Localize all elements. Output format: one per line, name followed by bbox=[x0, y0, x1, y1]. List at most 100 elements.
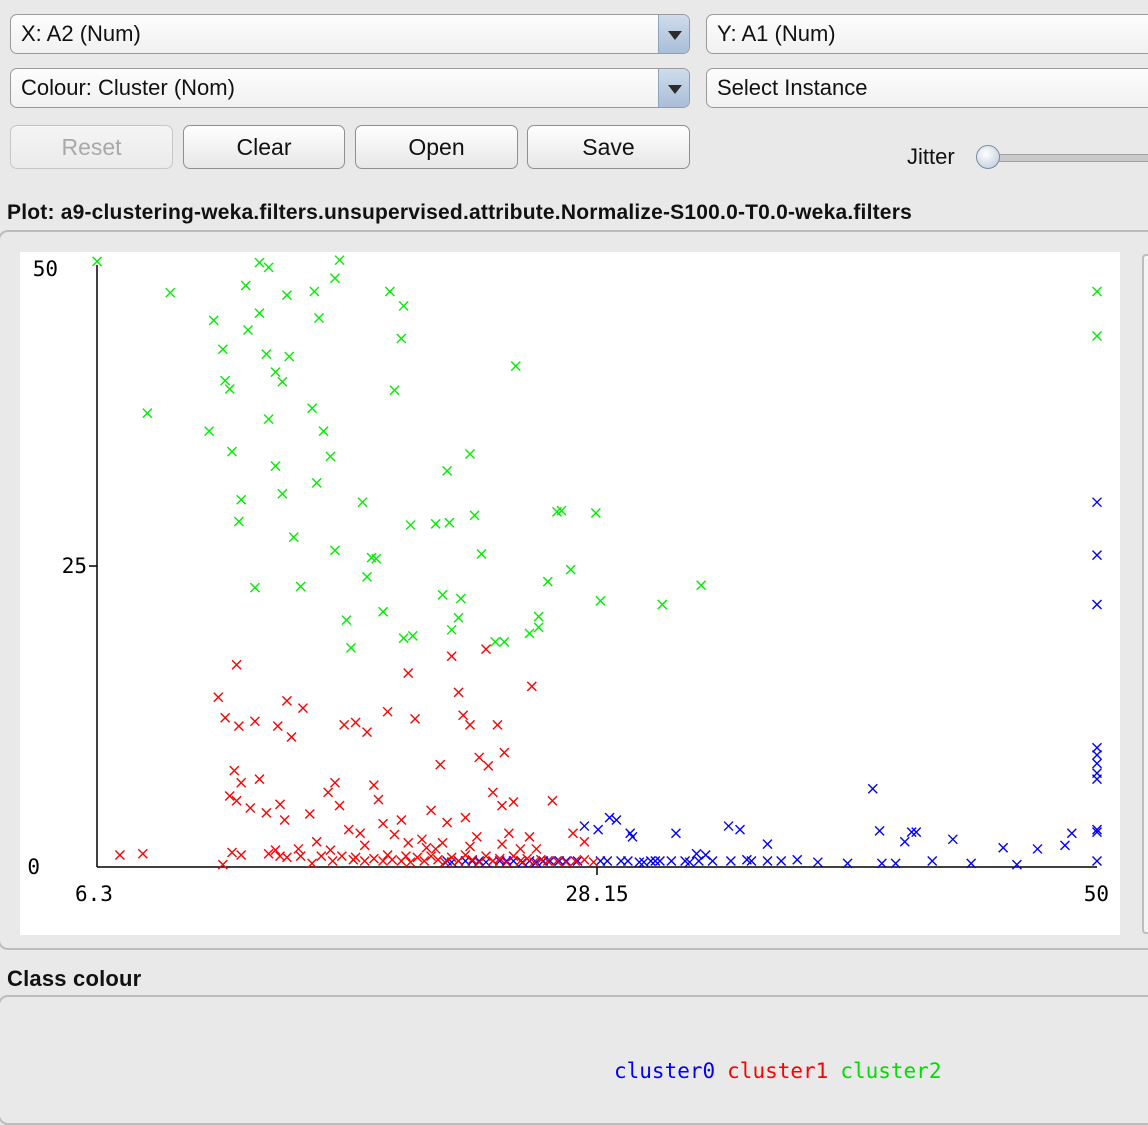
data-point-cluster2[interactable] bbox=[254, 257, 265, 268]
data-point-cluster1[interactable] bbox=[387, 854, 398, 865]
data-point-cluster1[interactable] bbox=[224, 790, 235, 801]
jitter-slider-track[interactable] bbox=[990, 154, 1148, 162]
data-point-cluster2[interactable] bbox=[476, 548, 487, 559]
data-point-cluster1[interactable] bbox=[524, 831, 535, 842]
data-point-cluster1[interactable] bbox=[378, 818, 389, 829]
data-point-cluster0[interactable] bbox=[792, 854, 803, 865]
data-point-cluster0[interactable] bbox=[1059, 840, 1070, 851]
jitter-slider-knob[interactable] bbox=[976, 145, 1000, 169]
data-point-cluster0[interactable] bbox=[666, 855, 677, 866]
data-point-cluster2[interactable] bbox=[208, 315, 219, 326]
data-point-cluster0[interactable] bbox=[762, 855, 773, 866]
data-point-cluster2[interactable] bbox=[533, 622, 544, 633]
data-point-cluster1[interactable] bbox=[311, 836, 322, 847]
data-point-cluster1[interactable] bbox=[297, 703, 308, 714]
data-point-cluster0[interactable] bbox=[604, 812, 615, 823]
data-point-cluster1[interactable] bbox=[416, 834, 427, 845]
data-point-cluster1[interactable] bbox=[551, 855, 562, 866]
data-point-cluster0[interactable] bbox=[616, 855, 627, 866]
data-point-cluster2[interactable] bbox=[254, 308, 265, 319]
data-point-cluster1[interactable] bbox=[435, 759, 446, 770]
data-point-cluster1[interactable] bbox=[368, 780, 379, 791]
data-point-cluster0[interactable] bbox=[650, 855, 661, 866]
data-point-cluster0[interactable] bbox=[680, 855, 691, 866]
data-point-cluster0[interactable] bbox=[723, 821, 734, 832]
data-point-cluster2[interactable] bbox=[490, 636, 501, 647]
data-point-cluster1[interactable] bbox=[220, 712, 231, 723]
data-point-cluster2[interactable] bbox=[220, 375, 231, 386]
data-point-cluster2[interactable] bbox=[240, 280, 251, 291]
data-point-cluster2[interactable] bbox=[270, 461, 281, 472]
data-point-cluster1[interactable] bbox=[531, 843, 542, 854]
data-point-cluster1[interactable] bbox=[446, 852, 457, 863]
data-point-cluster1[interactable] bbox=[442, 817, 453, 828]
data-point-cluster2[interactable] bbox=[444, 517, 455, 528]
data-point-cluster0[interactable] bbox=[741, 854, 752, 865]
data-point-cluster2[interactable] bbox=[696, 580, 707, 591]
data-point-cluster2[interactable] bbox=[249, 582, 260, 593]
data-point-cluster2[interactable] bbox=[236, 494, 247, 505]
data-point-cluster2[interactable] bbox=[446, 624, 457, 635]
y-axis-combobox[interactable]: Y: A1 (Num) bbox=[706, 14, 1148, 54]
data-point-cluster1[interactable] bbox=[373, 794, 384, 805]
data-point-cluster0[interactable] bbox=[1092, 758, 1102, 769]
data-point-cluster0[interactable] bbox=[654, 855, 665, 866]
data-point-cluster0[interactable] bbox=[634, 857, 645, 868]
data-point-cluster1[interactable] bbox=[382, 706, 393, 717]
data-point-cluster1[interactable] bbox=[368, 853, 379, 864]
data-point-cluster1[interactable] bbox=[281, 852, 292, 863]
data-point-cluster2[interactable] bbox=[309, 286, 320, 297]
data-point-cluster1[interactable] bbox=[487, 787, 498, 798]
data-point-cluster2[interactable] bbox=[142, 408, 153, 419]
data-point-cluster1[interactable] bbox=[499, 747, 510, 758]
data-point-cluster1[interactable] bbox=[579, 836, 590, 847]
data-point-cluster2[interactable] bbox=[389, 385, 400, 396]
data-point-cluster0[interactable] bbox=[911, 827, 922, 838]
data-point-cluster0[interactable] bbox=[1092, 497, 1102, 508]
data-point-cluster2[interactable] bbox=[590, 508, 601, 519]
data-point-cluster0[interactable] bbox=[638, 857, 649, 868]
data-point-cluster2[interactable] bbox=[499, 636, 510, 647]
data-point-cluster1[interactable] bbox=[334, 800, 345, 811]
chevron-down-icon[interactable] bbox=[658, 15, 689, 53]
data-point-cluster2[interactable] bbox=[277, 488, 288, 499]
x-axis-combobox[interactable]: X: A2 (Num) bbox=[10, 14, 690, 54]
data-point-cluster1[interactable] bbox=[570, 855, 581, 866]
data-point-cluster1[interactable] bbox=[412, 852, 423, 863]
data-point-cluster0[interactable] bbox=[579, 821, 590, 832]
data-point-cluster1[interactable] bbox=[515, 855, 526, 866]
data-point-cluster2[interactable] bbox=[217, 344, 228, 355]
data-point-cluster1[interactable] bbox=[508, 796, 519, 807]
data-point-cluster2[interactable] bbox=[313, 312, 324, 323]
data-point-cluster1[interactable] bbox=[526, 681, 537, 692]
open-button[interactable]: Open bbox=[355, 125, 518, 169]
data-point-cluster2[interactable] bbox=[657, 599, 668, 610]
data-point-cluster1[interactable] bbox=[236, 849, 247, 860]
data-point-cluster1[interactable] bbox=[497, 839, 508, 850]
data-point-cluster2[interactable] bbox=[325, 451, 336, 462]
data-point-cluster2[interactable] bbox=[510, 361, 521, 372]
data-point-cluster0[interactable] bbox=[1092, 855, 1102, 866]
data-point-cluster1[interactable] bbox=[481, 851, 492, 862]
data-point-cluster1[interactable] bbox=[270, 845, 281, 856]
data-point-cluster0[interactable] bbox=[693, 855, 704, 866]
data-point-cluster2[interactable] bbox=[1092, 331, 1102, 342]
attribute-bars-panel[interactable] bbox=[1142, 254, 1148, 934]
data-point-cluster1[interactable] bbox=[483, 760, 494, 771]
data-point-cluster1[interactable] bbox=[272, 721, 283, 732]
data-point-cluster0[interactable] bbox=[867, 783, 878, 794]
data-point-cluster2[interactable] bbox=[233, 516, 244, 527]
data-point-cluster0[interactable] bbox=[691, 848, 702, 859]
data-point-cluster0[interactable] bbox=[812, 857, 823, 868]
data-point-cluster2[interactable] bbox=[398, 633, 409, 644]
legend-cluster1[interactable]: cluster1 bbox=[727, 1059, 829, 1083]
data-point-cluster1[interactable] bbox=[522, 853, 533, 864]
data-point-cluster1[interactable] bbox=[249, 716, 260, 727]
data-point-cluster2[interactable] bbox=[524, 628, 535, 639]
data-point-cluster1[interactable] bbox=[233, 721, 244, 732]
data-point-cluster1[interactable] bbox=[405, 857, 416, 868]
data-point-cluster1[interactable] bbox=[213, 692, 224, 703]
data-point-cluster1[interactable] bbox=[487, 855, 498, 866]
data-point-cluster1[interactable] bbox=[304, 809, 315, 820]
data-point-cluster1[interactable] bbox=[329, 777, 340, 788]
